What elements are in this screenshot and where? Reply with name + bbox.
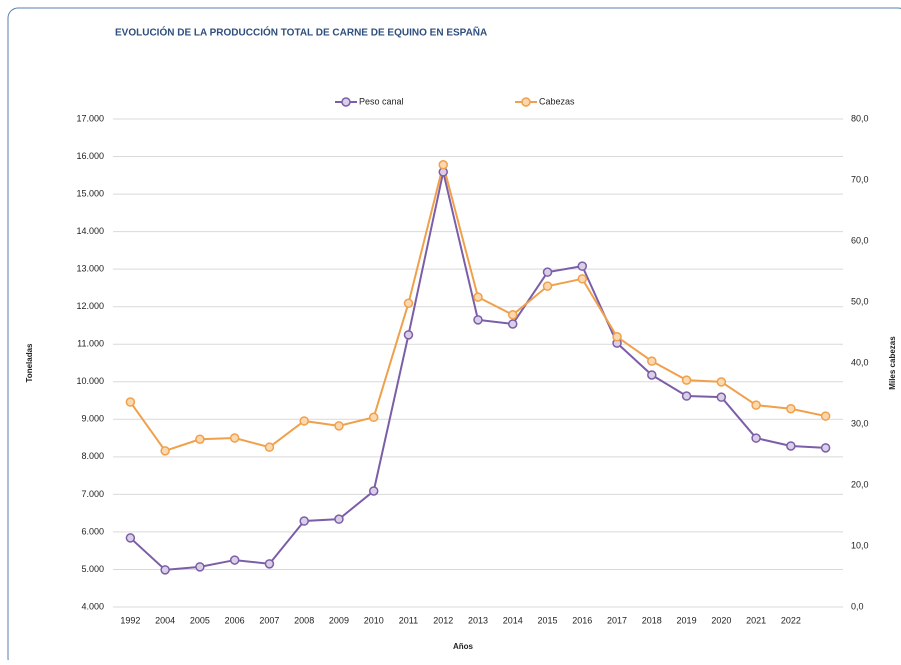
x-tick-label: 2021 [746,615,766,625]
x-tick-label: 2020 [711,615,731,625]
x-tick-label: 2008 [294,615,314,625]
point [299,516,309,526]
point [751,433,761,443]
point [786,404,796,414]
x-tick-label: 2013 [468,615,488,625]
x-tick-label: 2019 [677,615,697,625]
x-tick-label: 2010 [364,615,384,625]
y-tick-label: 5.000 [81,564,104,574]
x-tick-label: 2005 [190,615,210,625]
y-tick-label: 10.000 [76,376,104,386]
x-tick-label: 2006 [225,615,245,625]
point [716,392,727,402]
point [229,433,240,443]
point [334,514,344,524]
y2-tick-label: 60,0 [851,235,869,245]
point [820,411,831,421]
point [368,486,379,496]
y-tick-label: 4.000 [81,601,104,611]
point [403,298,414,308]
y2-tick-label: 20,0 [851,479,869,489]
point [195,434,205,444]
y2-tick-label: 30,0 [851,418,869,428]
point [125,397,136,407]
point [195,562,205,572]
point [542,267,553,277]
y-tick-label: 16.000 [76,151,104,161]
y-tick-label: 14.000 [76,226,104,236]
point [334,421,344,431]
point [264,442,275,452]
point [508,310,518,320]
point [403,330,414,340]
point [577,261,588,271]
point [160,565,170,575]
x-tick-label: 2015 [538,615,558,625]
point [577,274,588,284]
point [473,292,483,302]
point [681,391,692,401]
x-tick-label: 2016 [572,615,592,625]
y-tick-label: 13.000 [76,264,104,274]
x-tick-label: 2012 [433,615,453,625]
point [229,555,240,565]
point [786,441,796,451]
y2-tick-label: 70,0 [851,174,869,184]
y2-tick-label: 40,0 [851,357,869,367]
y-tick-label: 7.000 [81,489,104,499]
point [542,281,553,291]
point [473,315,483,325]
panel [7,7,901,665]
y-tick-label: 17.000 [76,113,104,123]
point [612,332,622,342]
point [751,400,761,410]
y-tick-label: 6.000 [81,526,104,536]
legend-marker [341,97,351,107]
y2-tick-label: 0,0 [851,601,864,611]
x-tick-label: 2004 [155,615,175,625]
y-tick-label: 8.000 [81,451,104,461]
x-tick-label: 2014 [503,615,523,625]
chart-title: EVOLUCIÓN DE LA PRODUCCIÓN TOTAL DE CARN… [115,26,487,39]
point [125,533,136,543]
point [438,160,448,170]
point [681,375,692,385]
y-tick-label: 9.000 [81,414,104,424]
x-tick-label: 2017 [607,615,627,625]
point [647,370,657,380]
point [820,443,831,453]
x-tick-label: 2009 [329,615,349,625]
point [299,416,309,426]
y2-tick-label: 10,0 [851,540,869,550]
y-tick-label: 15.000 [76,188,104,198]
y2-tick-label: 80,0 [851,113,869,123]
point [368,412,379,423]
y-tick-label: 11.000 [77,339,104,349]
x-tick-label: 2018 [642,615,662,625]
x-tick-label: 2007 [259,615,279,625]
x-tick-label: 1992 [120,615,140,625]
y-axis-title: Toneladas [25,343,34,383]
legend-marker [521,97,531,107]
x-axis-title: Años [453,642,474,651]
legend-label: Peso canal [359,96,404,106]
point [264,559,275,569]
y-tick-label: 12.000 [76,301,104,311]
legend-label: Cabezas [539,96,575,106]
x-tick-label: 2022 [781,615,801,625]
point [160,446,170,456]
point [508,319,518,329]
point [716,377,727,387]
x-tick-label: 2011 [399,615,418,625]
y2-axis-title: Miles cabezas [888,336,897,390]
point [647,356,657,366]
y2-tick-label: 50,0 [851,296,869,306]
